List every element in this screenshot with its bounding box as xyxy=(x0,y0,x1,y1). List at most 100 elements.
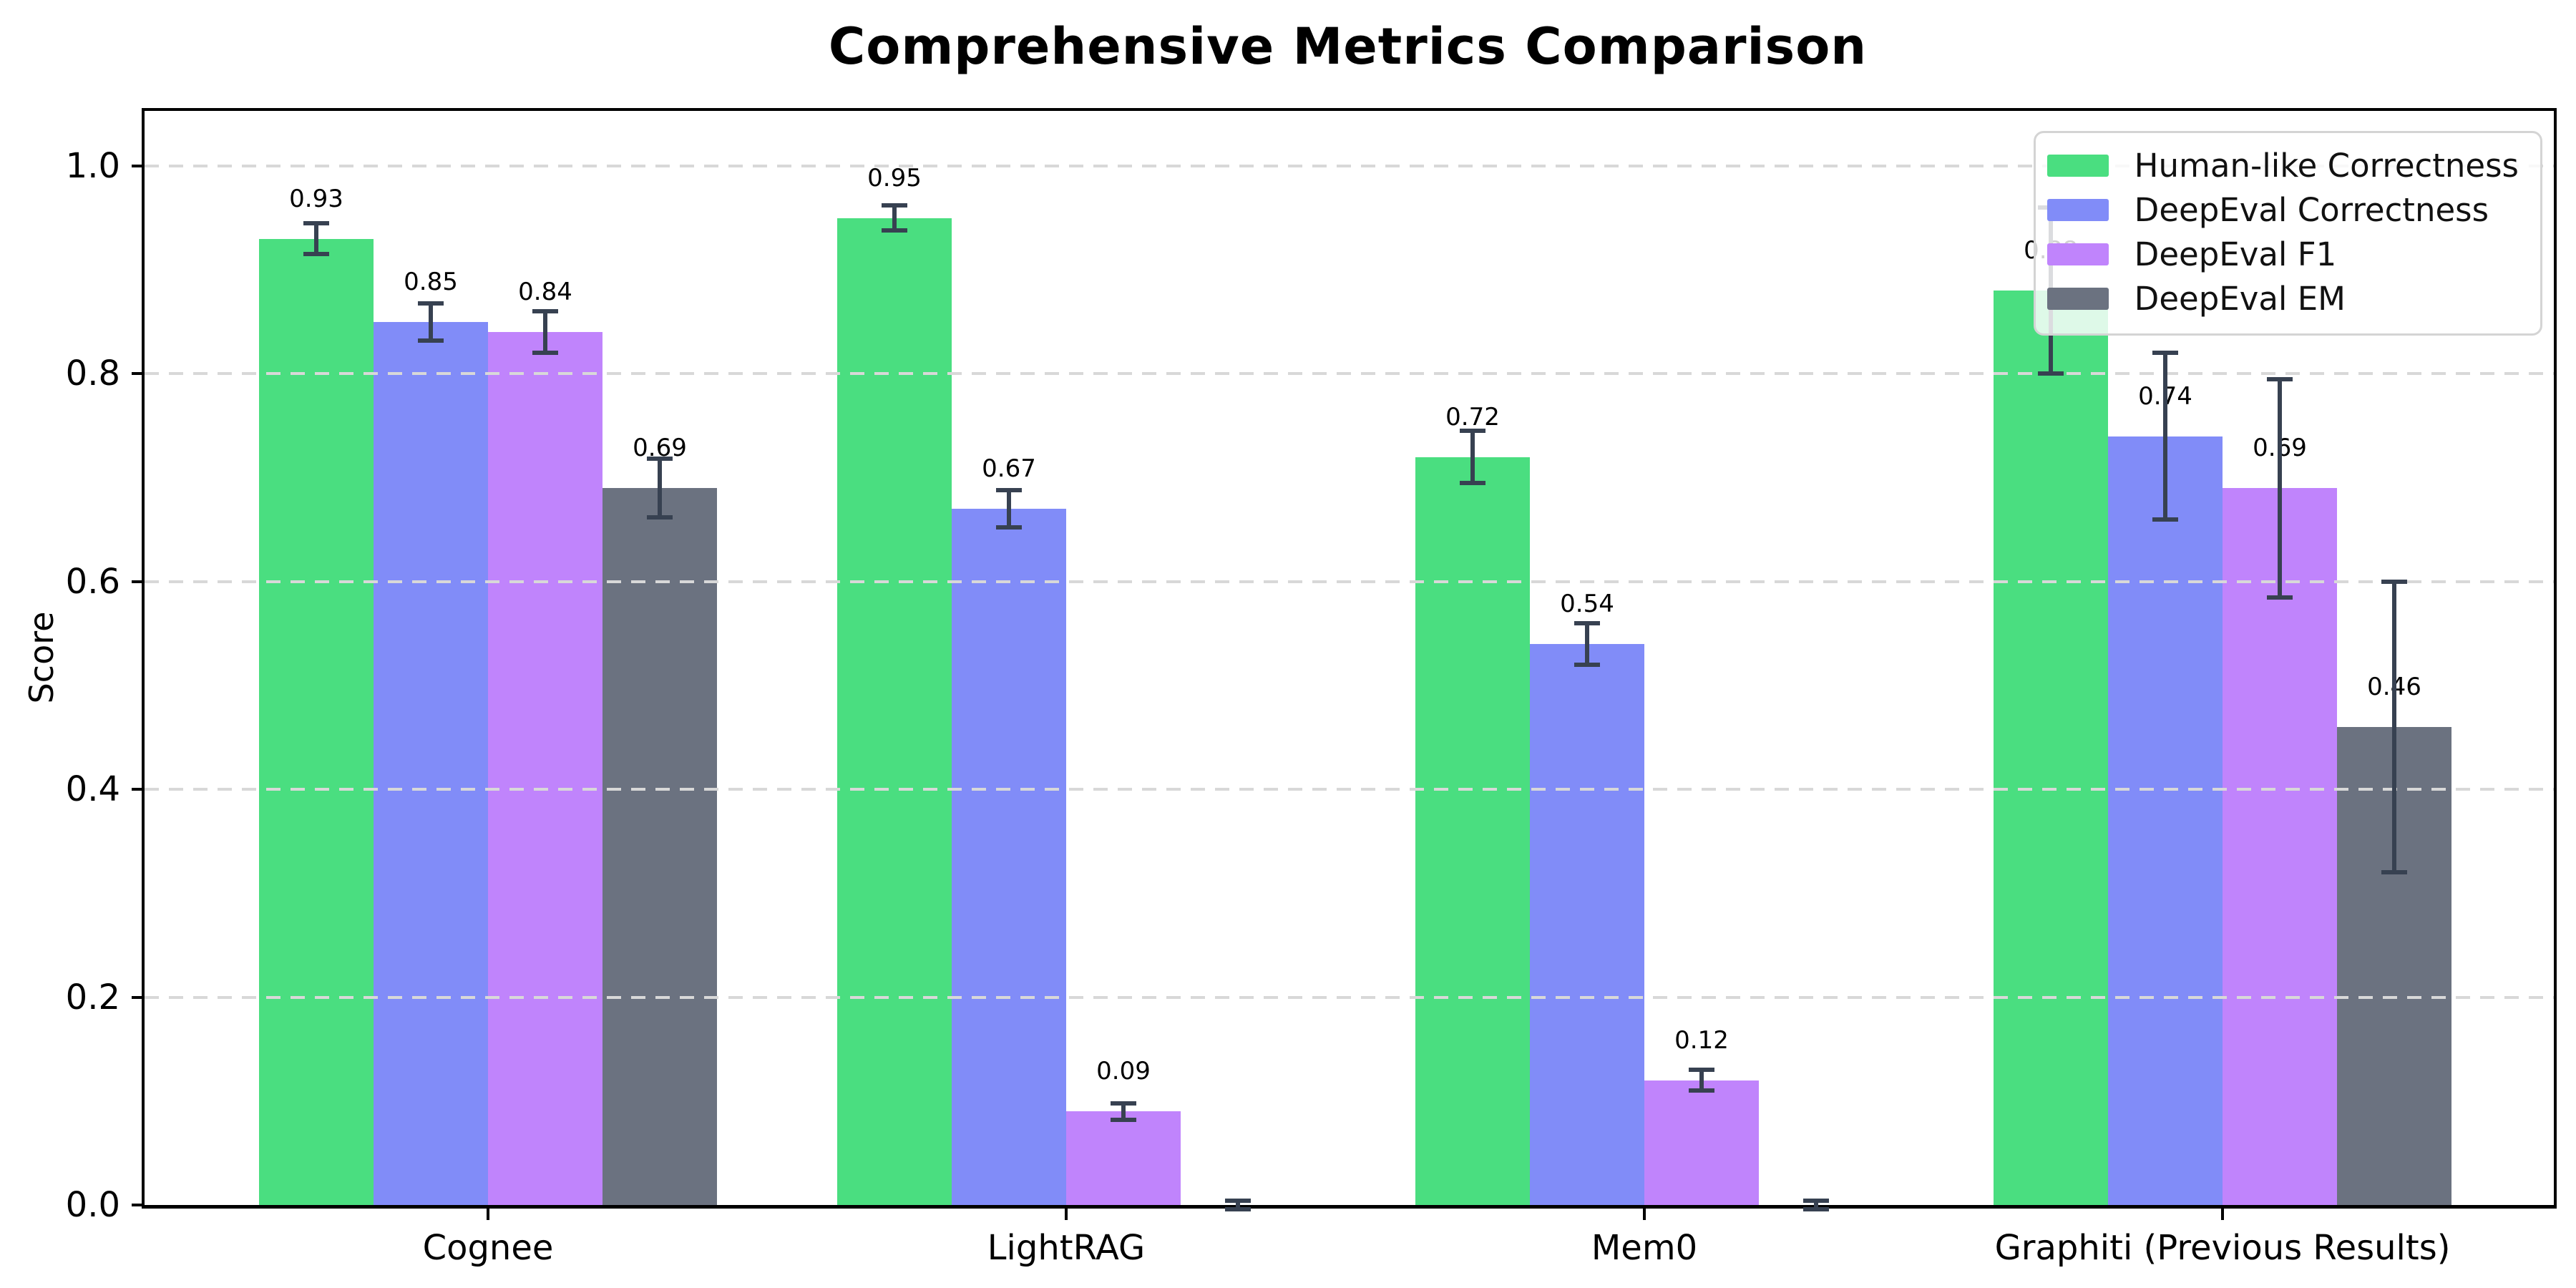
error-bar-deepeval-correctness-lightrag xyxy=(1007,490,1011,528)
error-cap-bottom-human-like-correctness-graphiti-previous-results xyxy=(2038,371,2064,376)
bar-human-like-correctness-lightrag xyxy=(837,218,952,1205)
legend-label-deepeval-correctness: DeepEval Correctness xyxy=(2134,190,2489,229)
bar-deepeval-correctness-lightrag xyxy=(952,509,1066,1205)
error-cap-top-deepeval-em-graphiti-previous-results xyxy=(2381,579,2407,584)
error-cap-bottom-deepeval-em-lightrag xyxy=(1225,1206,1251,1211)
x-tick-mark-graphiti-previous-results xyxy=(2221,1209,2224,1220)
gridline-0.6 xyxy=(145,580,2554,583)
error-cap-bottom-deepeval-f1-cognee xyxy=(532,351,558,356)
bar-deepeval-f1-graphiti-previous-results xyxy=(2223,488,2337,1205)
error-cap-top-deepeval-f1-lightrag xyxy=(1111,1101,1136,1106)
y-tick-label-1.0: 1.0 xyxy=(65,146,120,186)
legend-label-deepeval-em: DeepEval EM xyxy=(2134,279,2346,318)
error-cap-bottom-human-like-correctness-cognee xyxy=(303,252,329,257)
error-bar-deepeval-em-lightrag xyxy=(1236,1201,1240,1209)
error-cap-bottom-deepeval-em-graphiti-previous-results xyxy=(2381,870,2407,875)
error-bar-deepeval-em-mem0 xyxy=(1814,1201,1818,1209)
y-tick-mark-0.6 xyxy=(132,580,142,583)
error-bar-deepeval-correctness-mem0 xyxy=(1585,623,1589,665)
error-cap-bottom-deepeval-f1-mem0 xyxy=(1689,1088,1714,1093)
bar-human-like-correctness-mem0 xyxy=(1415,457,1530,1205)
bar-human-like-correctness-graphiti-previous-results xyxy=(1994,291,2108,1205)
legend-swatch-human-like-correctness xyxy=(2046,154,2109,177)
error-bar-human-like-correctness-mem0 xyxy=(1470,431,1475,483)
legend-swatch-deepeval-em xyxy=(2046,287,2109,310)
error-cap-top-deepeval-f1-mem0 xyxy=(1689,1068,1714,1073)
error-cap-top-deepeval-f1-graphiti-previous-results xyxy=(2267,376,2293,381)
bar-deepeval-f1-lightrag xyxy=(1066,1111,1181,1205)
bar-value-label-deepeval-correctness-cognee: 0.85 xyxy=(404,267,458,296)
bar-value-label-human-like-correctness-mem0: 0.72 xyxy=(1445,402,1500,431)
error-cap-top-deepeval-correctness-lightrag xyxy=(996,488,1022,493)
error-bar-deepeval-f1-cognee xyxy=(543,311,547,353)
y-tick-mark-0.2 xyxy=(132,995,142,999)
legend: Human-like Correctness DeepEval Correctne… xyxy=(2033,131,2542,336)
bar-value-label-deepeval-correctness-mem0: 0.54 xyxy=(1560,589,1614,618)
error-cap-top-deepeval-em-lightrag xyxy=(1225,1199,1251,1204)
error-bar-human-like-correctness-lightrag xyxy=(892,205,897,231)
error-cap-bottom-human-like-correctness-lightrag xyxy=(882,228,907,233)
error-bar-deepeval-f1-lightrag xyxy=(1121,1103,1126,1120)
bar-deepeval-correctness-graphiti-previous-results xyxy=(2108,436,2223,1205)
bar-deepeval-f1-mem0 xyxy=(1644,1080,1759,1205)
y-tick-label-0.2: 0.2 xyxy=(65,977,120,1018)
y-tick-label-0.4: 0.4 xyxy=(65,769,120,810)
error-cap-bottom-deepeval-em-cognee xyxy=(647,514,673,519)
bar-value-label-human-like-correctness-lightrag: 0.95 xyxy=(867,163,922,192)
x-tick-mark-cognee xyxy=(487,1209,489,1220)
error-cap-bottom-deepeval-correctness-mem0 xyxy=(1574,662,1600,667)
chart-title: Comprehensive Metrics Comparison xyxy=(828,17,1868,76)
legend-item-deepeval-correctness: DeepEval Correctness xyxy=(2046,187,2519,232)
x-tick-mark-mem0 xyxy=(1643,1209,1646,1220)
bar-deepeval-f1-cognee xyxy=(488,332,602,1205)
x-tick-label-cognee: Cognee xyxy=(422,1228,554,1268)
y-tick-mark-0.0 xyxy=(132,1204,142,1206)
y-tick-label-0.6: 0.6 xyxy=(65,561,120,602)
legend-swatch-deepeval-correctness xyxy=(2046,198,2109,221)
x-tick-label-mem0: Mem0 xyxy=(1591,1228,1698,1268)
bar-deepeval-correctness-mem0 xyxy=(1530,643,1644,1205)
bar-value-label-deepeval-f1-cognee: 0.84 xyxy=(518,278,572,307)
error-cap-bottom-human-like-correctness-mem0 xyxy=(1460,480,1485,485)
error-cap-bottom-deepeval-correctness-cognee xyxy=(418,338,444,343)
error-bar-deepeval-f1-mem0 xyxy=(1699,1070,1704,1091)
y-tick-mark-1.0 xyxy=(132,165,142,167)
legend-item-human-like-correctness: Human-like Correctness xyxy=(2046,143,2519,187)
error-cap-top-deepeval-em-mem0 xyxy=(1803,1199,1829,1204)
gridline-1.0 xyxy=(145,165,2554,167)
error-bar-deepeval-f1-graphiti-previous-results xyxy=(2278,379,2282,597)
legend-swatch-deepeval-f1 xyxy=(2046,243,2109,265)
error-bar-human-like-correctness-cognee xyxy=(314,223,318,255)
bar-value-label-deepeval-correctness-lightrag: 0.67 xyxy=(982,454,1036,484)
y-tick-mark-0.4 xyxy=(132,788,142,791)
gridline-0.2 xyxy=(145,995,2554,999)
error-cap-top-deepeval-correctness-mem0 xyxy=(1574,620,1600,625)
error-cap-top-deepeval-em-cognee xyxy=(647,457,673,462)
error-bar-deepeval-correctness-graphiti-previous-results xyxy=(2163,353,2167,519)
error-cap-top-human-like-correctness-lightrag xyxy=(882,203,907,208)
plot-area: 0.930.950.720.880.850.670.540.740.840.09… xyxy=(66,108,2557,1268)
legend-item-deepeval-em: DeepEval EM xyxy=(2046,276,2519,321)
error-cap-top-human-like-correctness-cognee xyxy=(303,220,329,225)
error-cap-top-deepeval-correctness-graphiti-previous-results xyxy=(2152,351,2178,356)
error-cap-top-human-like-correctness-mem0 xyxy=(1460,429,1485,434)
bar-human-like-correctness-cognee xyxy=(259,238,374,1205)
y-tick-label-0.0: 0.0 xyxy=(65,1185,120,1225)
gridline-0.8 xyxy=(145,372,2554,376)
legend-label-human-like-correctness: Human-like Correctness xyxy=(2134,146,2519,185)
error-cap-bottom-deepeval-correctness-lightrag xyxy=(996,525,1022,530)
x-tick-mark-lightrag xyxy=(1065,1209,1068,1220)
bar-value-label-deepeval-f1-lightrag: 0.09 xyxy=(1096,1057,1151,1086)
bar-value-label-deepeval-f1-mem0: 0.12 xyxy=(1674,1025,1729,1055)
error-cap-bottom-deepeval-f1-graphiti-previous-results xyxy=(2267,595,2293,600)
legend-item-deepeval-f1: DeepEval F1 xyxy=(2046,232,2519,276)
error-cap-top-deepeval-f1-cognee xyxy=(532,309,558,314)
x-tick-label-lightrag: LightRAG xyxy=(987,1228,1146,1268)
error-bar-deepeval-em-graphiti-previous-results xyxy=(2392,581,2396,873)
error-cap-bottom-deepeval-em-mem0 xyxy=(1803,1206,1829,1211)
error-cap-bottom-deepeval-f1-lightrag xyxy=(1111,1117,1136,1122)
bar-value-label-human-like-correctness-cognee: 0.93 xyxy=(289,184,343,213)
x-tick-label-graphiti-previous-results: Graphiti (Previous Results) xyxy=(1994,1228,2451,1268)
error-cap-top-deepeval-correctness-cognee xyxy=(418,301,444,306)
legend-label-deepeval-f1: DeepEval F1 xyxy=(2134,235,2337,273)
